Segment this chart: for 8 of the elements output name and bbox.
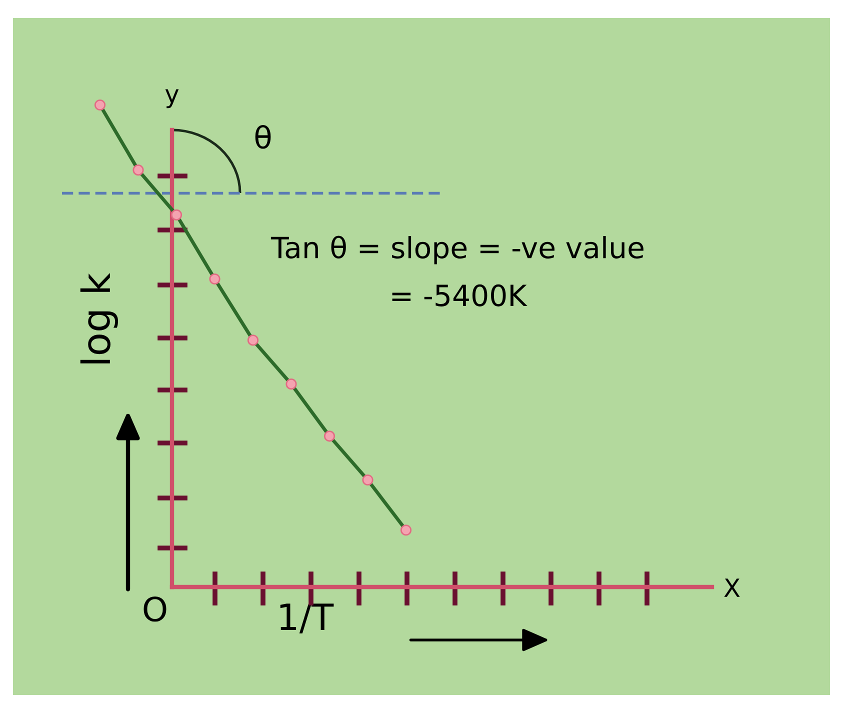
annotation: θ <box>255 124 271 149</box>
y-axis-title: log k <box>80 273 118 364</box>
x-axis-title: 1/T <box>280 604 334 634</box>
text: O <box>144 596 166 622</box>
text: X <box>724 578 740 597</box>
annotation: = -5400K <box>392 284 528 306</box>
annotation: Tan θ = slope = -ve value <box>270 236 644 264</box>
annotation: y <box>165 89 179 108</box>
